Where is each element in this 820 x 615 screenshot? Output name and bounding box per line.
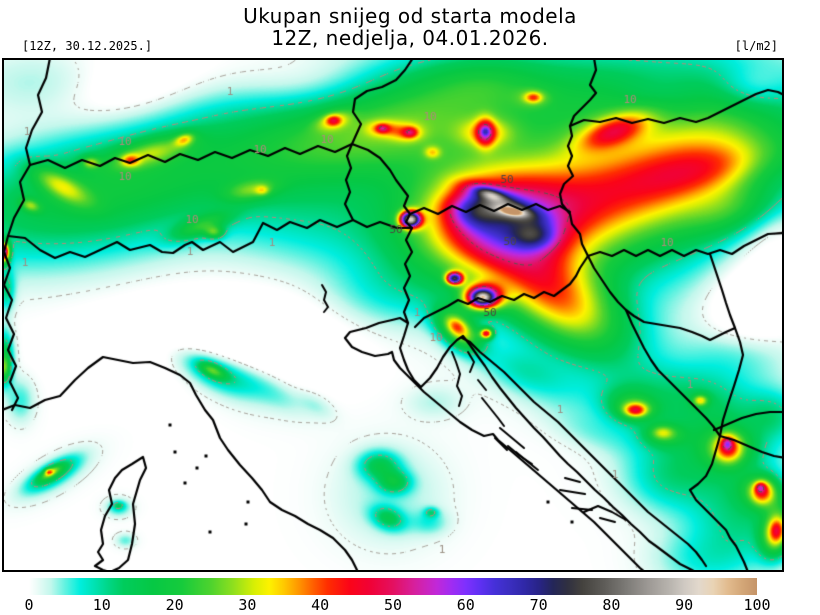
snowfall-map-canvas <box>4 60 782 570</box>
colorbar-tick-label: 10 <box>92 596 111 614</box>
colorbar-tick-label: 80 <box>602 596 621 614</box>
colorbar-tick-label: 70 <box>529 596 548 614</box>
page-title-line-2: 12Z, nedjelja, 04.01.2026. <box>271 26 549 50</box>
colorbar-tick-label: 40 <box>311 596 330 614</box>
model-run-label: [12Z, 30.12.2025.] <box>22 39 153 53</box>
units-label: [l/m2] <box>734 39 778 53</box>
colorbar-tick-label: 0 <box>24 596 34 614</box>
colorbar-tick-label: 60 <box>456 596 475 614</box>
map-frame <box>2 58 784 572</box>
colorbar-tick-label: 30 <box>238 596 257 614</box>
colorbar-tick-label: 90 <box>675 596 694 614</box>
colorbar-tick-labels: 0 10 20 30 40 50 60 70 80 90 100 <box>24 596 770 614</box>
colorbar-gradient <box>29 578 757 595</box>
colorbar-tick-label: 50 <box>383 596 403 614</box>
colorbar-tick-label: 20 <box>165 596 184 614</box>
colorbar-tick-label: 100 <box>743 596 771 614</box>
page-title-line-1: Ukupan snijeg od starta modela <box>243 4 577 28</box>
